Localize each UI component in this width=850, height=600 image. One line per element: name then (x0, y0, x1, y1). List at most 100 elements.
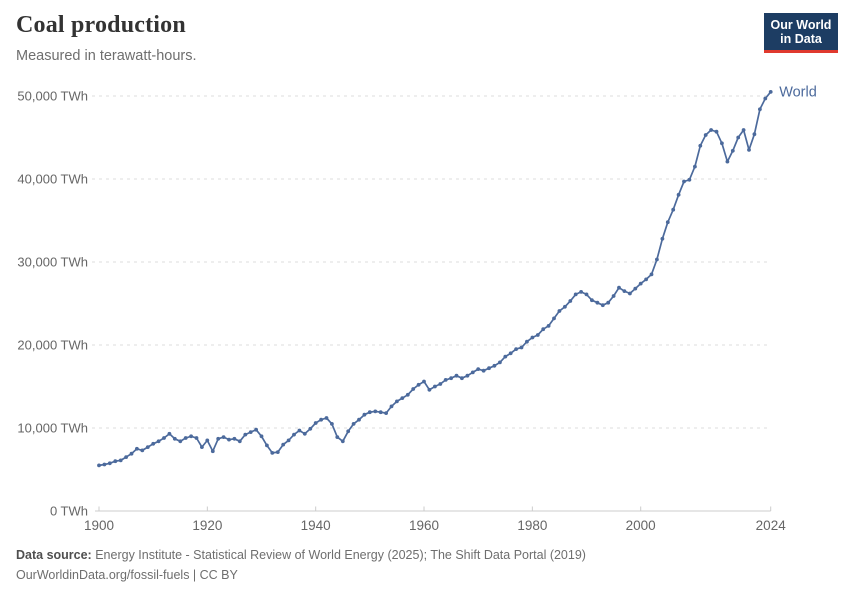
data-point-marker (427, 387, 432, 392)
data-point-marker (151, 441, 156, 446)
data-point-marker (384, 411, 388, 415)
data-point-marker (665, 220, 670, 225)
data-point-marker (747, 148, 751, 152)
data-point-marker (454, 373, 459, 378)
data-point-marker (541, 327, 546, 332)
data-point-marker (465, 373, 470, 378)
data-point-marker (118, 458, 123, 463)
data-point-marker (270, 451, 275, 455)
data-point-marker (248, 430, 253, 434)
data-point-marker (172, 436, 177, 441)
data-point-marker (682, 179, 686, 184)
data-point-marker (476, 367, 481, 371)
y-axis-tick-label: 50,000 TWh (17, 89, 88, 104)
data-point-marker (178, 439, 183, 444)
data-point-marker (655, 257, 659, 262)
data-point-marker (628, 291, 632, 296)
data-point-marker (698, 143, 703, 148)
data-point-marker (525, 339, 529, 344)
data-point-marker (162, 436, 166, 440)
data-point-marker (736, 135, 741, 140)
data-point-marker (378, 410, 383, 415)
data-point-marker (503, 354, 508, 359)
footer-license-link[interactable]: OurWorldinData.org/fossil-fuels | CC BY (16, 568, 238, 582)
data-point-marker (481, 368, 486, 373)
data-point-marker (140, 448, 145, 453)
data-point-marker (216, 436, 221, 441)
data-point-marker (243, 432, 248, 437)
data-point-marker (590, 298, 594, 303)
data-point-marker (687, 177, 692, 182)
data-point-marker (395, 399, 399, 404)
data-point-marker (330, 422, 334, 426)
world-line[interactable] (98, 91, 772, 467)
data-point-marker (389, 404, 394, 409)
data-point-marker (633, 286, 638, 291)
data-point-marker (530, 335, 535, 340)
data-point-marker (286, 438, 291, 443)
data-point-marker (552, 316, 556, 321)
owid-logo[interactable]: Our World in Data (764, 13, 838, 53)
data-point-marker (579, 290, 583, 294)
data-point-marker (617, 285, 621, 290)
data-point-marker (335, 435, 340, 439)
x-axis-tick-label: 2024 (756, 518, 787, 533)
chart-footer: Data source: Energy Institute - Statisti… (16, 545, 586, 585)
data-point-marker (720, 141, 724, 146)
data-point-marker (649, 272, 654, 277)
data-point-marker (644, 277, 648, 282)
data-source-line: Data source: Energy Institute - Statisti… (16, 545, 586, 565)
data-point-marker (281, 442, 286, 447)
data-point-marker (519, 345, 524, 350)
data-point-marker (422, 379, 426, 384)
data-point-marker (362, 412, 367, 417)
x-axis-tick-label: 1980 (517, 518, 547, 533)
data-point-marker (546, 324, 551, 328)
data-point-marker (275, 450, 280, 454)
page-title: Coal production (16, 12, 186, 38)
series-label-world: World (779, 84, 817, 100)
x-axis-tick-label: 2000 (626, 518, 656, 533)
data-point-marker (313, 421, 318, 425)
data-point-marker (346, 429, 351, 434)
data-point-marker (730, 148, 735, 153)
data-point-marker (606, 300, 611, 305)
data-point-marker (373, 409, 378, 414)
data-point-marker (508, 351, 513, 356)
data-point-marker (725, 159, 730, 164)
data-point-marker (433, 384, 437, 389)
data-point-marker (145, 445, 150, 449)
data-point-marker (265, 443, 269, 448)
data-point-marker (535, 333, 540, 337)
data-point-marker (351, 422, 356, 426)
data-point-marker (752, 132, 757, 137)
data-point-marker (292, 432, 296, 437)
data-point-marker (460, 376, 464, 381)
y-axis-tick-label: 40,000 TWh (17, 172, 88, 187)
logo-line-2: in Data (780, 32, 822, 46)
data-point-marker (498, 360, 502, 365)
data-point-marker (758, 107, 762, 112)
data-point-marker (135, 446, 139, 451)
data-point-marker (611, 294, 616, 298)
data-point-marker (167, 431, 172, 436)
data-point-marker (400, 396, 405, 400)
data-point-marker (622, 289, 627, 293)
data-point-marker (129, 451, 134, 456)
data-point-marker (221, 435, 226, 439)
data-point-marker (319, 417, 323, 422)
data-point-marker (693, 164, 697, 169)
data-point-marker (324, 416, 329, 420)
data-point-marker (302, 431, 307, 436)
x-axis-tick-label: 1900 (84, 518, 114, 533)
data-point-marker (676, 192, 681, 197)
data-point-marker (492, 363, 497, 368)
data-point-marker (113, 459, 118, 464)
data-point-marker (297, 428, 302, 433)
data-point-marker (124, 455, 128, 459)
data-point-marker (227, 437, 231, 442)
data-point-marker (487, 366, 491, 371)
data-point-marker (189, 434, 194, 439)
